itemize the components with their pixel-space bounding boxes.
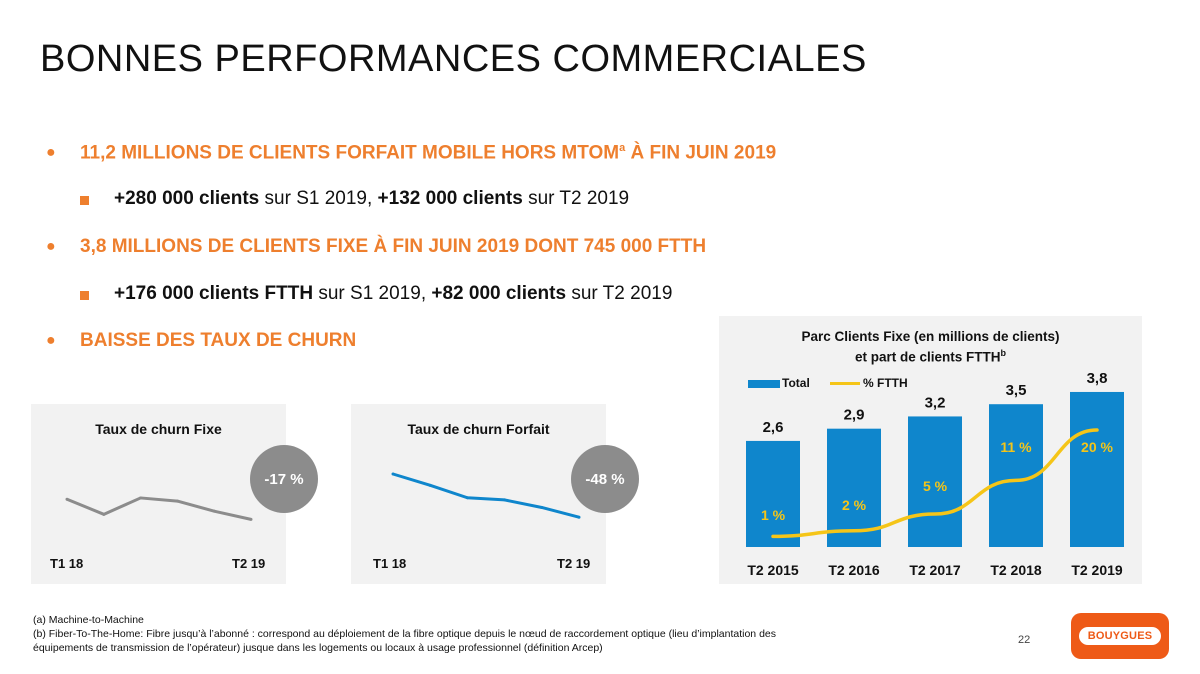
bar-value-label: 2,6 <box>763 419 784 436</box>
bullet-text-main: 11,2 MILLIONS DE CLIENTS FORFAIT MOBILE … <box>80 142 620 164</box>
bar-value-label: 3,2 <box>925 394 946 411</box>
bar-value-label: 3,5 <box>1006 382 1027 399</box>
ftth-value-label: 20 % <box>1081 439 1113 455</box>
bar <box>1070 391 1124 547</box>
logo-text: BOUYGUES <box>1078 627 1162 645</box>
data-point <box>465 496 469 500</box>
bar <box>827 428 881 547</box>
churn-line <box>66 496 252 521</box>
bar-value-label: 3,8 <box>1087 370 1108 387</box>
bouygues-logo: BOUYGUES <box>1071 613 1169 659</box>
churn-forfait-chart <box>391 472 581 519</box>
ftth-value-label: 11 % <box>1000 439 1032 455</box>
legend-ftth-label: % FTTH <box>863 376 908 390</box>
sub-bullet-plain: sur T2 2019 <box>522 188 630 209</box>
data-point <box>540 505 544 509</box>
x-tick-label: T1 18 <box>50 556 84 571</box>
sub-bullet-plain: sur T2 2019 <box>566 283 673 304</box>
footnote-a: (a) Machine-to-Machine <box>33 614 144 626</box>
x-tick-label: T2 2018 <box>990 562 1042 578</box>
bullet-text: BAISSE DES TAUX DE CHURN <box>80 330 357 351</box>
bar-value-label: 2,9 <box>844 407 865 424</box>
bullet-text: 3,8 MILLIONS DE CLIENTS FIXE À FIN JUIN … <box>80 236 707 257</box>
churn-line <box>392 472 580 519</box>
page-number: 22 <box>1018 634 1031 646</box>
churn-fixe-chart <box>65 496 253 521</box>
ftth-line <box>771 428 1099 539</box>
chart-title: Taux de churn Forfait <box>407 421 550 437</box>
churn-forfait-panel: Taux de churn Forfait -48 % T1 18 T2 19 <box>351 404 639 584</box>
sub-bullet-strong: +280 000 clients <box>114 188 260 209</box>
square-bullet-icon <box>80 291 89 300</box>
legend-ftth-swatch <box>830 382 860 385</box>
x-tick-label: T2 19 <box>557 556 591 571</box>
churn-fixe-panel: Taux de churn Fixe -17 % T1 18 T2 19 <box>31 404 318 584</box>
bullet-dot: ● <box>46 332 56 349</box>
page-title: BONNES PERFORMANCES COMMERCIALES <box>40 38 867 80</box>
sub-bullet-text: +280 000 clients sur S1 2019, +132 000 c… <box>114 188 629 210</box>
data-point <box>175 499 179 503</box>
chart-subtitle-text: et part de clients FTTH <box>854 349 1001 365</box>
x-tick-label: T1 18 <box>373 556 407 571</box>
bar <box>746 440 800 547</box>
data-point <box>577 515 581 519</box>
legend-total-swatch <box>748 380 780 388</box>
data-point <box>102 512 106 516</box>
bullet-dot: ● <box>46 144 56 161</box>
ftth-value-label: 1 % <box>761 507 786 523</box>
data-point <box>249 517 253 521</box>
bullet-text: 11,2 MILLIONS DE CLIENTS FORFAIT MOBILE … <box>80 142 776 164</box>
data-point <box>428 483 432 487</box>
churn-fixe-change-badge: -17 % <box>250 445 318 513</box>
square-bullet-icon <box>80 196 89 205</box>
x-tick-label: T2 2016 <box>828 562 880 578</box>
churn-forfait-change-badge: -48 % <box>571 445 639 513</box>
data-point <box>391 472 395 476</box>
footnote-ref-a: a <box>619 142 626 154</box>
data-point <box>65 497 69 501</box>
footnote-b-line1: (b) Fiber-To-The-Home: Fibre jusqu’à l’a… <box>33 628 776 640</box>
sub-bullet-strong: +176 000 clients FTTH <box>114 283 314 304</box>
sub-bullet-strong: +132 000 clients <box>377 188 523 209</box>
ftth-value-label: 5 % <box>923 478 948 494</box>
bar <box>908 416 962 547</box>
legend-total-label: Total <box>782 376 810 390</box>
x-tick-label: T2 2017 <box>909 562 961 578</box>
parc-clients-chart: 2,6 T2 2015 2,9 T2 2016 3,2 T2 2017 3,5 T2 2018… <box>746 370 1124 578</box>
data-point <box>503 498 507 502</box>
x-tick-label: T2 2019 <box>1071 562 1123 578</box>
bullet-dot: ● <box>46 238 56 255</box>
footnote-b-line2: équipements de transmission de l’opérate… <box>33 642 603 654</box>
sub-bullet-plain: sur S1 2019, <box>259 188 378 209</box>
x-tick-label: T2 2015 <box>747 562 799 578</box>
ftth-value-label: 2 % <box>842 497 867 513</box>
chart-title: Taux de churn Fixe <box>95 421 222 437</box>
x-tick-label: T2 19 <box>232 556 266 571</box>
data-point <box>139 496 143 500</box>
bullet-text-end: À FIN JUIN 2019 <box>625 142 777 164</box>
sub-bullet-plain: sur S1 2019, <box>313 283 432 304</box>
parc-clients-panel: Parc Clients Fixe (en millions de client… <box>719 316 1142 584</box>
chart-title: Parc Clients Fixe (en millions de client… <box>801 329 1060 344</box>
sub-bullet-strong: +82 000 clients <box>431 283 567 304</box>
chart-subtitle: et part de clients FTTHb <box>719 348 1142 365</box>
sub-bullet-text: +176 000 clients FTTH sur S1 2019, +82 0… <box>114 283 672 305</box>
data-point <box>212 509 216 513</box>
footnote-ref-b: b <box>1000 348 1007 358</box>
